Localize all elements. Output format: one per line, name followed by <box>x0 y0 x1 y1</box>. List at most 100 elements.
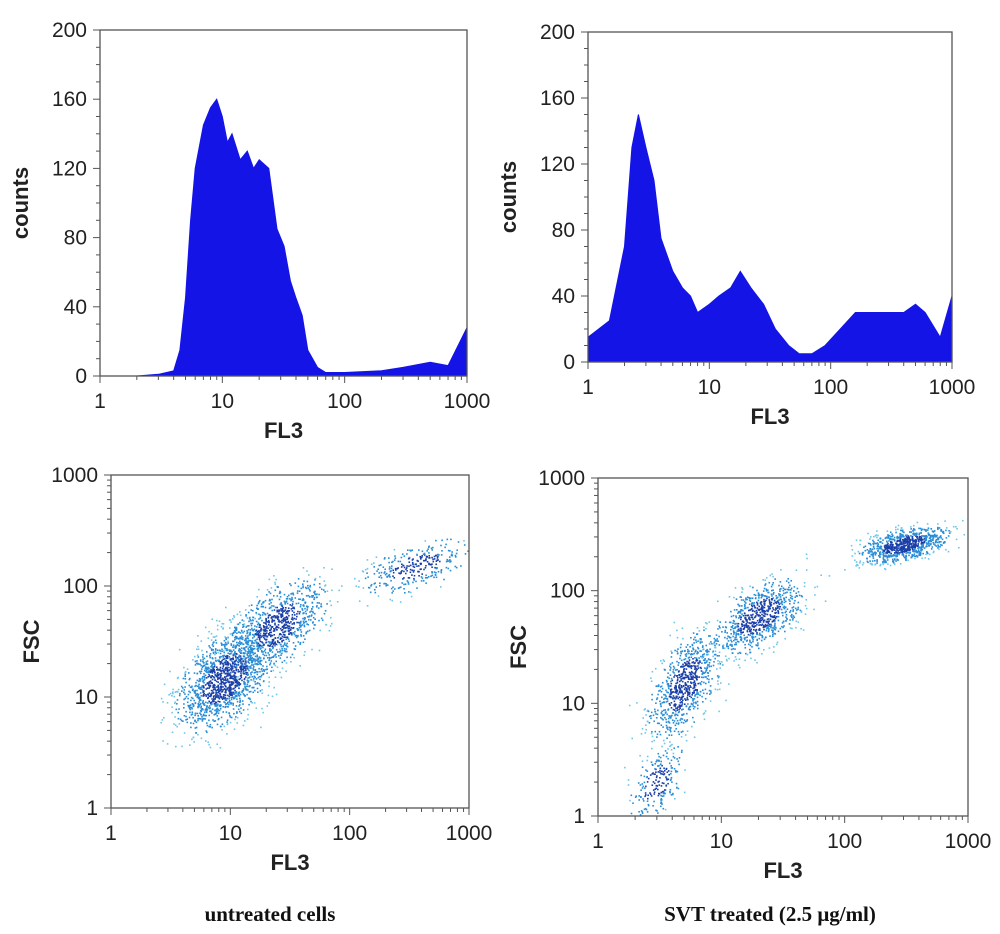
scatter-point <box>188 684 191 687</box>
scatter-point <box>930 542 932 545</box>
scatter-point <box>305 587 308 590</box>
scatter-point <box>395 569 397 571</box>
scatter-point <box>709 700 712 702</box>
scatter-point <box>735 643 738 646</box>
scatter-point <box>899 539 901 541</box>
scatter-point <box>295 636 298 639</box>
scatter-point <box>751 637 754 639</box>
scatter-point <box>172 688 174 691</box>
scatter-point <box>702 676 705 679</box>
scatter-point <box>231 667 234 670</box>
scatter-point <box>266 589 269 591</box>
scatter-point <box>703 718 706 721</box>
y-tick-label: 160 <box>540 87 575 110</box>
scatter-point <box>231 658 233 660</box>
scatter-point <box>937 537 939 540</box>
scatter-point <box>189 711 191 714</box>
scatter-point <box>745 602 747 604</box>
scatter-point <box>194 714 196 717</box>
scatter-point <box>661 687 664 690</box>
scatter-point <box>884 559 886 561</box>
scatter-point <box>390 567 393 570</box>
scatter-point <box>700 638 702 641</box>
scatter-point <box>670 650 673 653</box>
scatter-point <box>436 567 438 569</box>
scatter-point <box>911 537 914 539</box>
scatter-point <box>193 741 195 743</box>
scatter-point <box>416 587 418 589</box>
scatter-point <box>910 531 912 533</box>
scatter-point <box>313 596 316 599</box>
scatter-point <box>734 638 736 641</box>
scatter-point <box>232 646 234 649</box>
scatter-point <box>214 709 216 712</box>
scatter-point <box>670 696 672 699</box>
y-tick-label: 80 <box>64 227 87 250</box>
scatter-point <box>438 554 440 556</box>
scatter-point <box>653 720 655 723</box>
scatter-point <box>199 659 202 661</box>
scatter-point <box>676 629 678 632</box>
scatter-point <box>194 692 196 694</box>
y-tick-label: 40 <box>552 285 575 308</box>
scatter-point <box>217 678 219 680</box>
scatter-point <box>270 626 273 628</box>
scatter-point <box>224 706 226 709</box>
scatter-point <box>235 692 238 694</box>
scatter-point <box>433 571 436 573</box>
scatter-point <box>684 653 687 656</box>
scatter-point <box>304 586 307 589</box>
scatter-point <box>234 635 237 638</box>
scatter-point <box>741 586 743 589</box>
scatter-point <box>934 534 936 537</box>
scatter-point <box>270 670 272 672</box>
scatter-point <box>252 667 254 670</box>
scatter-point <box>238 659 240 662</box>
scatter-point <box>695 639 697 641</box>
scatter-point <box>644 732 647 734</box>
scatter-point <box>257 659 259 661</box>
scatter-point <box>260 630 262 632</box>
scatter-point <box>207 693 209 696</box>
scatter-point <box>234 660 236 662</box>
scatter-point <box>302 620 305 623</box>
scatter-point <box>799 609 802 612</box>
scatter-point <box>918 527 920 530</box>
scatter-point <box>203 717 205 720</box>
scatter-point <box>887 537 889 539</box>
scatter-point <box>773 602 775 605</box>
scatter-point <box>282 617 285 620</box>
scatter-point <box>291 603 294 605</box>
scatter-point <box>205 688 208 690</box>
scatter-point <box>869 560 871 562</box>
scatter-point <box>879 556 881 558</box>
scatter-point <box>245 676 247 678</box>
scatter-point <box>678 691 681 694</box>
scatter-point <box>893 546 896 548</box>
scatter-point <box>915 535 917 537</box>
scatter-point <box>685 689 687 692</box>
scatter-point <box>236 698 238 700</box>
scatter-point <box>302 599 305 601</box>
scatter-point <box>676 719 679 722</box>
scatter-point <box>271 695 274 698</box>
scatter-point <box>691 653 694 656</box>
scatter-point <box>248 605 251 607</box>
scatter-point <box>724 631 726 633</box>
scatter-point <box>449 550 451 552</box>
scatter-point <box>763 638 766 641</box>
scatter-point <box>888 554 891 557</box>
scatter-point <box>173 723 175 725</box>
scatter-point <box>235 677 238 679</box>
scatter-point <box>225 703 227 706</box>
scatter-point <box>249 698 251 701</box>
scatter-point <box>691 698 694 700</box>
scatter-point <box>921 528 924 531</box>
scatter-point <box>232 663 234 665</box>
scatter-point <box>248 617 251 619</box>
scatter-point <box>670 680 672 683</box>
scatter-point <box>192 716 194 719</box>
scatter-point <box>450 560 452 563</box>
scatter-point <box>266 594 268 596</box>
scatter-point <box>668 715 670 717</box>
